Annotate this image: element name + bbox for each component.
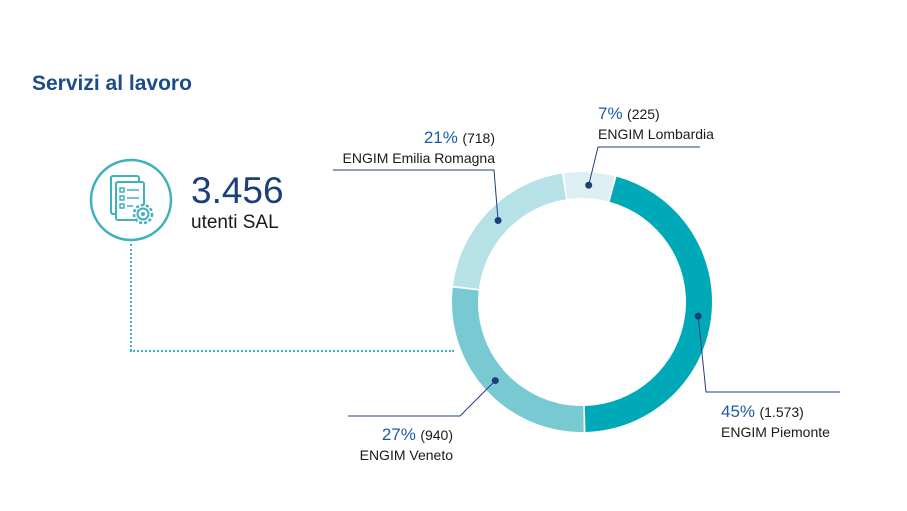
total-users: 3.456 utenti SAL [191, 172, 284, 232]
label-lombardia: 7% (225) ENGIM Lombardia [598, 104, 714, 142]
label-veneto-count: (940) [420, 427, 453, 443]
connector-dotted-horizontal [130, 350, 454, 352]
label-piemonte-count: (1.573) [759, 404, 804, 420]
slice-piemonte [584, 176, 712, 432]
label-lombardia-count: (225) [627, 106, 660, 122]
leader-line-emilia [333, 169, 499, 221]
marker-dot-lombardia [585, 181, 593, 189]
total-value: 3.456 [191, 170, 284, 211]
connector-dotted-vertical [130, 244, 132, 351]
label-lombardia-percent: 7% [598, 104, 623, 123]
leader-line-veneto [348, 380, 496, 417]
leader-line-lombardia [588, 146, 700, 186]
total-label: utenti SAL [191, 212, 279, 233]
slice-veneto [452, 287, 584, 432]
label-piemonte: 45% (1.573) ENGIM Piemonte [721, 402, 830, 440]
label-piemonte-percent: 45% [721, 402, 756, 421]
label-veneto: 27% (940) ENGIM Veneto [360, 425, 453, 463]
label-lombardia-name: ENGIM Lombardia [598, 126, 714, 142]
marker-dot-piemonte [694, 312, 702, 320]
document-gear-icon [89, 158, 173, 242]
leader-line-piemonte [697, 316, 840, 393]
label-emilia-name: ENGIM Emilia Romagna [342, 150, 496, 166]
label-piemonte-name: ENGIM Piemonte [721, 424, 830, 440]
chart-title: Servizi al lavoro [32, 72, 192, 95]
label-emilia-count: (718) [462, 130, 495, 146]
label-veneto-percent: 27% [381, 425, 416, 444]
marker-dot-veneto [491, 377, 499, 385]
label-emilia-percent: 21% [423, 128, 458, 147]
label-veneto-name: ENGIM Veneto [359, 447, 453, 463]
label-emilia: 21% (718) ENGIM Emilia Romagna [343, 128, 496, 166]
slice-emilia [453, 173, 567, 290]
marker-dot-emilia [494, 216, 502, 224]
